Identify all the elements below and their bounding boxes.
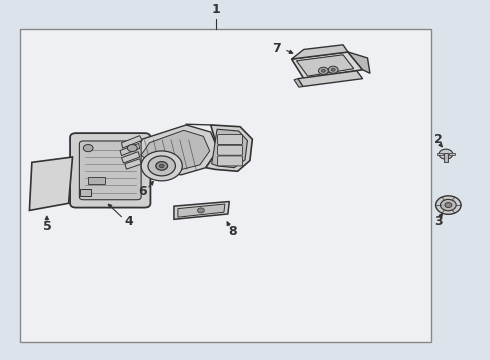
Bar <box>437 153 443 155</box>
FancyBboxPatch shape <box>70 133 150 208</box>
Circle shape <box>127 144 137 152</box>
Circle shape <box>318 67 328 75</box>
Text: 2: 2 <box>434 134 443 147</box>
Bar <box>444 153 448 162</box>
Text: 3: 3 <box>434 215 443 228</box>
Circle shape <box>197 208 204 213</box>
Polygon shape <box>120 144 140 156</box>
Circle shape <box>83 144 93 152</box>
Circle shape <box>148 156 175 176</box>
Text: 4: 4 <box>124 215 133 228</box>
Polygon shape <box>141 130 210 170</box>
Text: 8: 8 <box>228 225 237 238</box>
Polygon shape <box>122 152 140 163</box>
FancyBboxPatch shape <box>218 135 243 144</box>
Circle shape <box>445 203 452 208</box>
Polygon shape <box>296 55 354 76</box>
Polygon shape <box>122 136 142 148</box>
FancyBboxPatch shape <box>218 156 243 166</box>
Circle shape <box>159 164 164 168</box>
Circle shape <box>439 149 453 159</box>
Polygon shape <box>294 78 303 87</box>
Polygon shape <box>29 157 73 210</box>
Text: 6: 6 <box>138 185 147 198</box>
Polygon shape <box>292 45 348 59</box>
Text: 5: 5 <box>43 220 51 233</box>
Bar <box>449 153 455 155</box>
Polygon shape <box>292 52 363 78</box>
Polygon shape <box>298 71 363 86</box>
Polygon shape <box>174 202 229 219</box>
Polygon shape <box>135 125 218 175</box>
Circle shape <box>441 199 456 211</box>
Circle shape <box>436 196 461 214</box>
Polygon shape <box>88 177 105 184</box>
FancyBboxPatch shape <box>218 145 243 155</box>
Circle shape <box>331 68 335 71</box>
Polygon shape <box>348 52 370 73</box>
Bar <box>20 29 431 342</box>
Circle shape <box>328 66 338 73</box>
Text: 7: 7 <box>272 42 281 55</box>
Polygon shape <box>212 129 247 168</box>
FancyBboxPatch shape <box>79 141 141 200</box>
Polygon shape <box>178 204 225 217</box>
Circle shape <box>156 162 168 170</box>
Circle shape <box>321 69 325 72</box>
Polygon shape <box>80 189 91 196</box>
Polygon shape <box>206 125 252 171</box>
Circle shape <box>141 151 182 181</box>
Text: 1: 1 <box>211 3 220 15</box>
Polygon shape <box>125 159 141 169</box>
